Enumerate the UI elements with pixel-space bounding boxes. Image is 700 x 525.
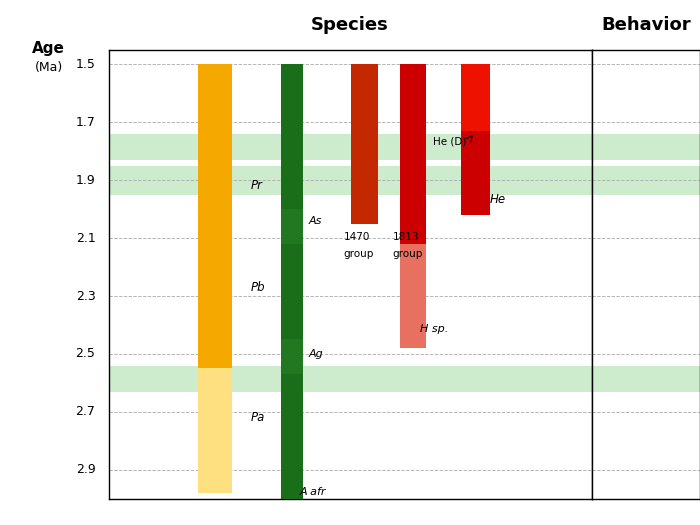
Text: group: group — [393, 249, 423, 259]
Text: Behavior: Behavior — [601, 16, 691, 34]
Text: Pr: Pr — [251, 180, 263, 193]
Text: 1470: 1470 — [344, 232, 370, 242]
Text: 1.7: 1.7 — [76, 116, 95, 129]
Text: He (D): He (D) — [433, 136, 466, 146]
Bar — [351, 65, 378, 224]
Bar — [198, 369, 232, 493]
Text: Species: Species — [311, 16, 389, 34]
Text: 2.9: 2.9 — [76, 463, 95, 476]
Text: Ag: Ag — [309, 349, 323, 359]
Bar — [592, 365, 700, 392]
Text: 2.3: 2.3 — [76, 289, 95, 302]
Bar — [461, 65, 490, 215]
Text: H sp.: H sp. — [420, 324, 448, 334]
Bar — [281, 209, 303, 244]
Text: As: As — [309, 216, 322, 226]
Bar — [400, 244, 426, 348]
Text: 2.1: 2.1 — [76, 232, 95, 245]
Bar — [281, 65, 303, 499]
Text: 1813: 1813 — [393, 232, 419, 242]
Text: Pb: Pb — [251, 281, 265, 294]
Text: 1.5: 1.5 — [76, 58, 95, 71]
Bar — [198, 65, 232, 369]
Bar — [108, 166, 592, 195]
Text: He: He — [490, 193, 506, 205]
Text: Age: Age — [32, 40, 65, 56]
Text: A afr: A afr — [300, 487, 326, 497]
Bar — [281, 340, 303, 374]
Bar — [592, 134, 700, 160]
Bar — [108, 134, 592, 160]
Bar — [461, 65, 490, 131]
Text: 2.7: 2.7 — [76, 405, 95, 418]
Text: Pa: Pa — [251, 411, 265, 424]
Bar — [400, 65, 426, 244]
Bar — [108, 365, 592, 392]
Text: group: group — [344, 249, 374, 259]
Bar — [592, 166, 700, 195]
Text: (Ma): (Ma) — [35, 61, 63, 75]
Text: 2.5: 2.5 — [76, 348, 95, 361]
Text: 1.9: 1.9 — [76, 174, 95, 187]
